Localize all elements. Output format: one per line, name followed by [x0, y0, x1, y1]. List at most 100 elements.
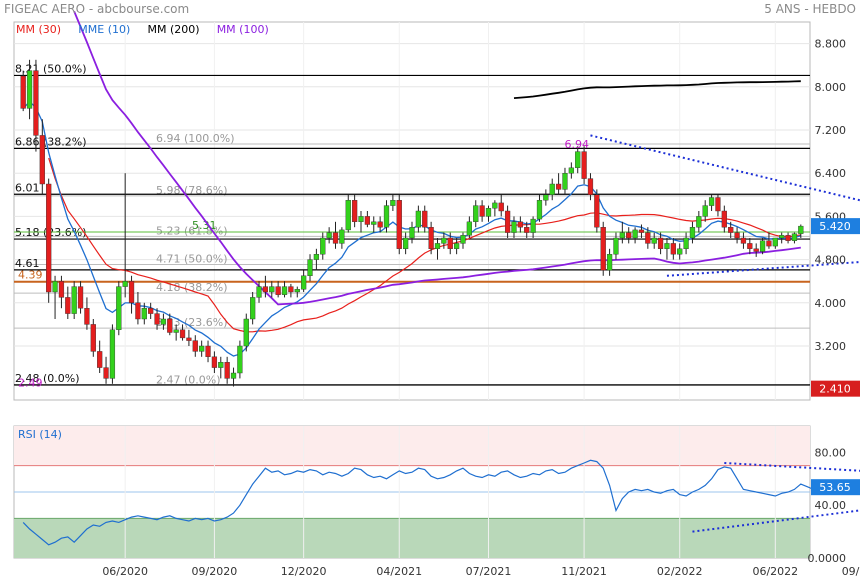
candle-body [651, 237, 657, 244]
ma-200-line [513, 80, 801, 99]
legend-entry: MM (200) [148, 23, 200, 36]
candle-body [33, 70, 39, 136]
candle-body [371, 221, 377, 225]
fib-secondary-label: 6.94 (100.0%) [156, 132, 235, 145]
rsi-oversold-zone [14, 518, 810, 558]
candle-body [473, 205, 479, 223]
candle-body [619, 232, 625, 239]
candle-body [766, 240, 772, 247]
candle-body [422, 210, 428, 228]
candle-body [211, 356, 218, 368]
price-tick-label: 8.000 [815, 81, 847, 94]
candle-body [109, 329, 116, 379]
candle-body [721, 210, 727, 228]
price-tick-label: 7.200 [815, 124, 847, 137]
candle-body [148, 308, 154, 314]
candle-body [230, 372, 237, 379]
candle-body [632, 229, 638, 239]
candle-body [65, 297, 71, 314]
fib-secondary-label: 4.71 (50.0%) [156, 252, 228, 265]
price-tick-label: 6.400 [815, 167, 847, 180]
candle-body [320, 237, 326, 255]
ma-30-line [48, 157, 801, 333]
peak-label: 6.94 [564, 138, 589, 151]
candle-body [237, 345, 243, 374]
x-tick-label: 11/2021 [561, 565, 607, 578]
candle-body [600, 226, 606, 271]
candle-body [485, 208, 492, 217]
period-label: 5 ANS - HEBDO [764, 2, 856, 16]
candle-body [606, 253, 613, 271]
candle-body [798, 225, 804, 234]
candle-body [77, 286, 84, 309]
candle-body [358, 216, 364, 222]
candle-body [186, 337, 192, 341]
candle-body [479, 205, 485, 217]
fib-secondary-label: 3.53 (23.6%) [156, 316, 228, 329]
x-tick-label: 12/2020 [281, 565, 327, 578]
low-price-badge [811, 380, 860, 397]
candle-body [403, 237, 409, 250]
candle-body [536, 199, 543, 220]
candle-body [530, 218, 536, 233]
price-tick-label: 3.200 [815, 340, 847, 353]
candle-body [250, 297, 256, 320]
candle-body [562, 172, 568, 190]
candle-body [199, 345, 205, 352]
candle-body [441, 237, 447, 244]
candle-body [772, 237, 778, 247]
candle-body [313, 253, 320, 260]
rsi-series-line [22, 459, 827, 546]
candle-body [645, 232, 651, 244]
candle-body [785, 235, 791, 241]
rsi-last-badge [811, 479, 860, 496]
candle-body [453, 243, 460, 249]
rsi-title: RSI (14) [18, 428, 62, 441]
x-tick-label: 07/2021 [466, 565, 512, 578]
fib-main-label: 8.21 (50.0%) [15, 62, 87, 75]
x-tick-label: 06/2022 [752, 565, 798, 578]
price-trend-upper [590, 134, 860, 202]
candle-body [46, 183, 52, 293]
candle-body [243, 318, 249, 347]
candle-body [103, 367, 109, 379]
price-tick-label: 4.800 [815, 254, 847, 267]
candle-body [301, 275, 307, 290]
candle-body [396, 199, 402, 249]
candle-body [326, 232, 332, 239]
candle-body [434, 243, 441, 249]
low-label: 2.49 [18, 376, 43, 389]
fib-main-levels: 8.21 (50.0%)6.86 (38.2%)6.015.18 (23.6%)… [14, 62, 810, 386]
rsi-trend-lower [692, 509, 860, 533]
candle-body [116, 286, 122, 331]
candle-body [689, 226, 696, 239]
candle-body [352, 199, 358, 222]
candle-body [575, 151, 581, 169]
ma-100-line [73, 11, 801, 306]
candle-body [332, 232, 339, 244]
legend-entry: MME (10) [78, 23, 130, 36]
fib-secondary-label: 4.18 (38.2%) [156, 281, 228, 294]
price-panel [13, 21, 811, 401]
legend-entry: MM (100) [217, 23, 269, 36]
candle-body [568, 167, 574, 174]
candle-body [288, 286, 294, 293]
candle-body [409, 226, 415, 239]
candle-body [511, 221, 517, 233]
x-tick-label: 09/2022 [842, 565, 860, 578]
last-price-badge [811, 218, 860, 235]
fib-main-label: 6.86 (38.2%) [15, 135, 87, 148]
fib-main-label: 4.61 [15, 257, 40, 270]
legend: MM (30) MME (10) MM (200) MM (100) [16, 23, 269, 36]
candle-body [504, 210, 511, 233]
candle-body [281, 286, 288, 295]
candle-body [498, 202, 504, 212]
candle-body [683, 237, 689, 250]
candle-body [638, 229, 645, 233]
x-tick-label: 04/2021 [376, 565, 422, 578]
rsi-trendlines [692, 461, 860, 533]
candle-body [364, 216, 371, 225]
rsi-last-label: 53.65 [819, 481, 851, 494]
candle-body [759, 240, 766, 252]
candle-body [466, 221, 472, 236]
